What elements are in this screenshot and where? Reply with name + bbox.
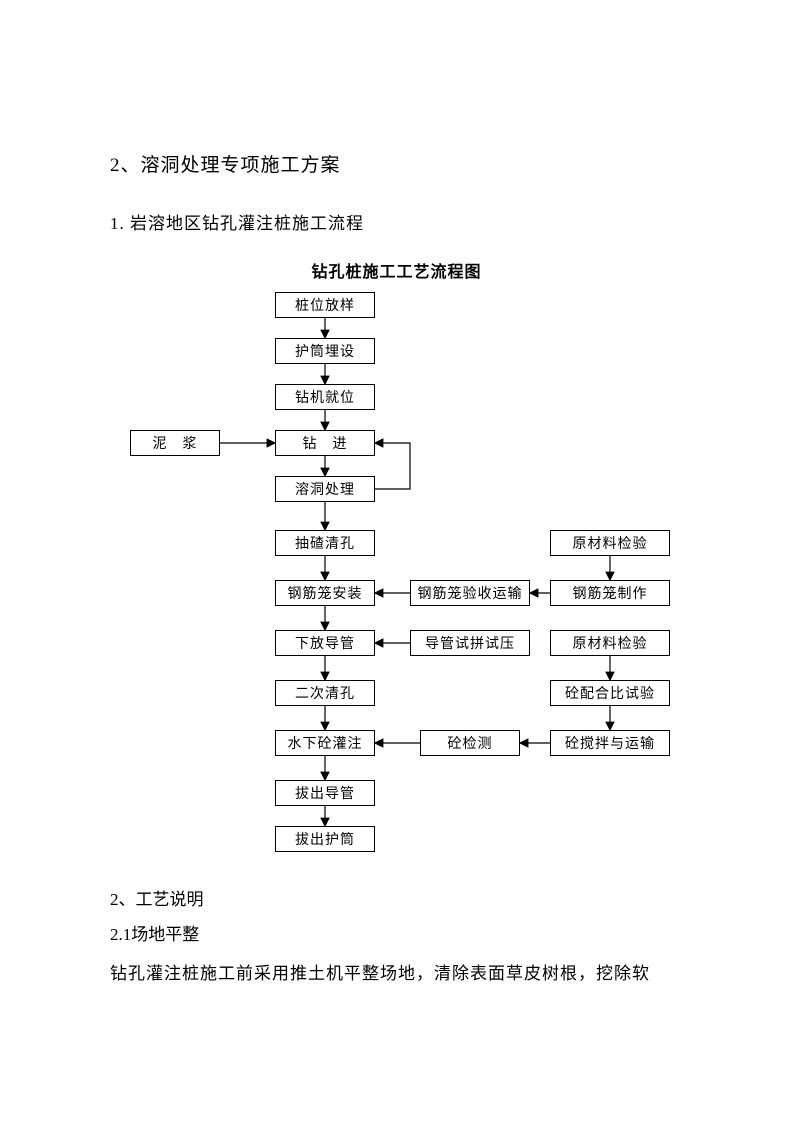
- flow-node-n11: 拔出导管: [275, 780, 375, 806]
- flow-node-n6: 抽碴清孔: [275, 530, 375, 556]
- flow-node-n3: 钻机就位: [275, 384, 375, 410]
- flow-node-n4: 钻 进: [275, 430, 375, 456]
- section-2-heading: 2、工艺说明: [110, 885, 683, 910]
- flow-node-n9: 二次清孔: [275, 680, 375, 706]
- section-2-1-heading: 2.1场地平整: [110, 920, 683, 945]
- flow-node-r10: 砼搅拌与运输: [550, 730, 670, 756]
- flowchart-title: 钻孔桩施工工艺流程图: [110, 258, 683, 282]
- flow-node-r8: 原材料检验: [550, 630, 670, 656]
- flowchart-canvas: 桩位放样护筒埋设钻机就位泥 浆钻 进溶洞处理抽碴清孔原材料检验钢筋笼安装钢筋笼验…: [120, 292, 680, 857]
- flow-node-n8: 下放导管: [275, 630, 375, 656]
- flow-node-r1: 原材料检验: [550, 530, 670, 556]
- flow-node-r9: 砼配合比试验: [550, 680, 670, 706]
- flow-node-n7: 钢筋笼安装: [275, 580, 375, 606]
- flowchart-connectors: [120, 292, 680, 857]
- section-1-heading: 1. 岩溶地区钻孔灌注桩施工流程: [110, 209, 683, 234]
- flow-node-r7: 钢筋笼制作: [550, 580, 670, 606]
- flow-node-m10: 砼检测: [420, 730, 520, 756]
- flow-node-mud: 泥 浆: [130, 430, 220, 456]
- flow-node-n2: 护筒埋设: [275, 338, 375, 364]
- flow-node-n12: 拔出护筒: [275, 826, 375, 852]
- flow-node-n1: 桩位放样: [275, 292, 375, 318]
- flowchart-container: 钻孔桩施工工艺流程图 桩位放样护筒埋设钻机就位泥 浆钻 进溶洞处理抽碴清孔原材料…: [110, 258, 683, 857]
- page-title: 2、溶洞处理专项施工方案: [110, 150, 683, 177]
- flow-node-m8: 导管试拼试压: [410, 630, 530, 656]
- flow-node-n5: 溶洞处理: [275, 476, 375, 502]
- flow-node-n10: 水下砼灌注: [275, 730, 375, 756]
- body-paragraph: 钻孔灌注桩施工前采用推土机平整场地，清除表面草皮树根，挖除软: [110, 955, 683, 992]
- flow-node-m7: 钢筋笼验收运输: [410, 580, 530, 606]
